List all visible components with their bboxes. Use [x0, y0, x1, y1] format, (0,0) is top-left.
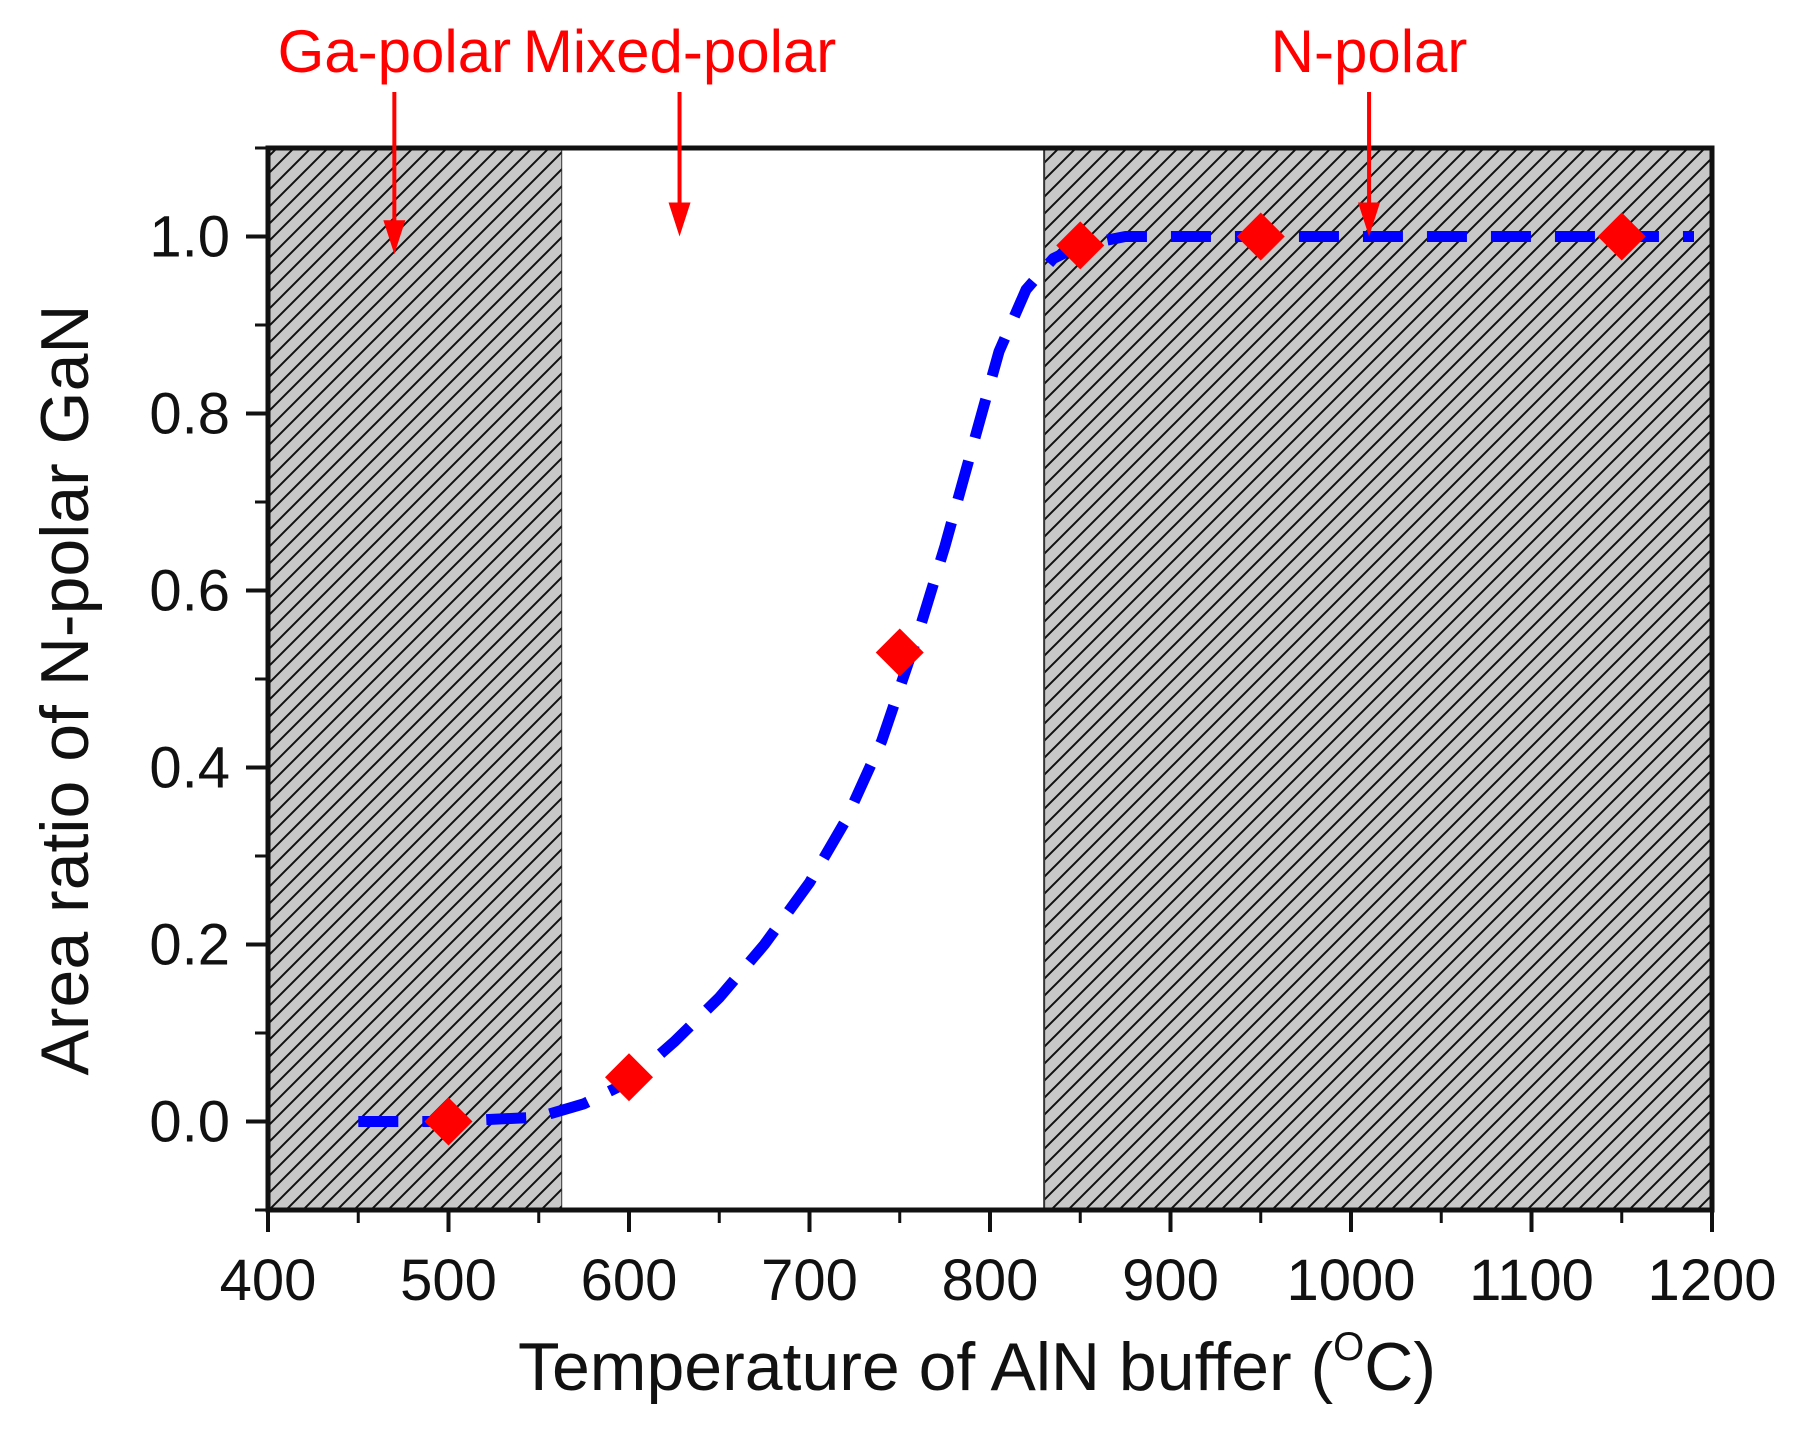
data-point-600: [605, 1053, 653, 1102]
y-tick-label: 0.0: [149, 1090, 230, 1155]
x-tick-label: 1200: [1647, 1248, 1776, 1313]
x-tick-label: 700: [761, 1248, 858, 1313]
x-axis-title-unit: C): [1364, 1329, 1436, 1405]
x-tick-label: 400: [220, 1248, 317, 1313]
regions-layer: [267, 147, 1713, 1211]
x-tick-label: 1100: [1469, 1248, 1594, 1313]
x-tick-label: 900: [1122, 1248, 1219, 1313]
x-tick-label: 800: [942, 1248, 1039, 1313]
x-tick-label: 500: [400, 1248, 497, 1313]
region-n-polar: [1043, 147, 1713, 1211]
x-axis-title: Temperature of AlN buffer (OC): [518, 1325, 1436, 1405]
annotation-label: Ga-polar: [278, 18, 511, 85]
annotation-label: Mixed-polar: [523, 18, 836, 85]
data-point-1150: [1597, 212, 1646, 261]
region-mixed-polar: [562, 148, 1045, 1210]
data-point-850: [1056, 221, 1105, 270]
data-point-500: [424, 1097, 473, 1146]
y-tick-label: 0.2: [149, 913, 230, 978]
annotation-n-polar: N-polar: [1271, 18, 1468, 237]
annotation-arrow-head: [383, 220, 406, 255]
annotation-label: N-polar: [1271, 18, 1468, 85]
annotation-mixed-polar: Mixed-polar: [523, 18, 836, 237]
y-tick-label: 0.6: [149, 559, 230, 624]
y-tick-label: 0.8: [149, 382, 230, 447]
ticks-layer: 400 500 600 700 800 900 1000 1100 1200 0.0 0.2 0.4 0…: [149, 146, 1777, 1313]
x-axis-title-sup: O: [1333, 1325, 1364, 1369]
x-tick-label: 1000: [1286, 1248, 1415, 1313]
annotation-ga-polar: Ga-polar: [278, 18, 511, 255]
region-ga-polar: [267, 147, 564, 1211]
y-tick-label: 0.4: [149, 736, 230, 801]
data-point-950: [1236, 212, 1285, 261]
annotations-layer: Ga-polar Mixed-polar N-polar: [278, 18, 1468, 255]
y-axis-title: Area ratio of N-polar GaN: [27, 305, 103, 1076]
y-tick-label: 1.0: [149, 205, 230, 270]
points-layer: [424, 212, 1646, 1146]
annotation-arrow-head: [1358, 202, 1381, 237]
data-point-750: [875, 628, 924, 677]
x-axis-title-text: Temperature of AlN buffer (: [518, 1329, 1333, 1405]
x-tick-label: 600: [581, 1248, 678, 1313]
annotation-arrow-head: [668, 202, 691, 237]
